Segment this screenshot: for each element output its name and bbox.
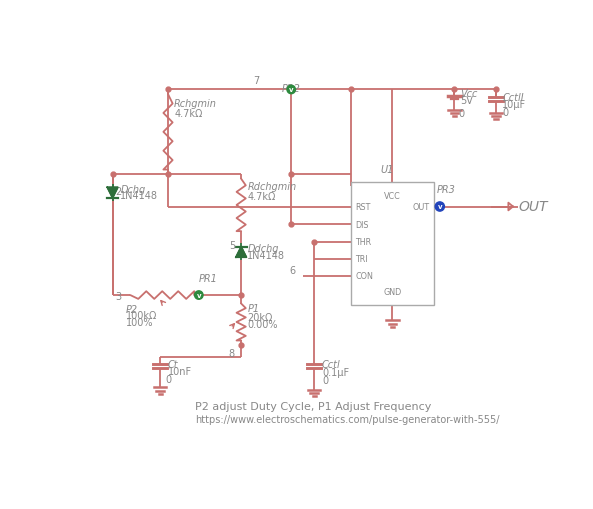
Text: Ct: Ct — [168, 359, 178, 369]
Text: Cctl: Cctl — [322, 359, 341, 369]
Text: 0: 0 — [458, 109, 464, 119]
Text: PR3: PR3 — [436, 185, 455, 195]
Text: Vcc: Vcc — [461, 89, 478, 98]
Text: 100%: 100% — [126, 317, 153, 327]
Text: 100kΩ: 100kΩ — [126, 311, 157, 321]
Text: 4.7kΩ: 4.7kΩ — [247, 191, 276, 202]
Text: P2 adjust Duty Cycle, P1 Adjust Frequency: P2 adjust Duty Cycle, P1 Adjust Frequenc… — [195, 402, 431, 411]
Text: 20kΩ: 20kΩ — [247, 312, 273, 322]
Text: U1: U1 — [381, 165, 394, 175]
Text: 5V: 5V — [461, 96, 473, 106]
Text: Ddchg: Ddchg — [247, 244, 279, 253]
Text: CctlI: CctlI — [502, 93, 524, 103]
Text: GND: GND — [383, 287, 401, 296]
Polygon shape — [107, 188, 118, 199]
Text: P1: P1 — [247, 303, 260, 314]
Text: 0: 0 — [502, 108, 508, 118]
Text: P2: P2 — [126, 305, 138, 315]
Text: 1N4148: 1N4148 — [120, 190, 158, 201]
Text: v: v — [438, 204, 442, 210]
Text: 0: 0 — [322, 376, 328, 385]
Circle shape — [287, 86, 295, 95]
Polygon shape — [236, 247, 247, 258]
Text: 10nF: 10nF — [168, 366, 192, 376]
Text: OUT: OUT — [518, 200, 548, 214]
Text: 0.1µF: 0.1µF — [322, 367, 349, 377]
Text: 2: 2 — [115, 186, 121, 196]
Text: Rchgmin: Rchgmin — [174, 99, 217, 109]
Text: 6: 6 — [289, 266, 295, 275]
Text: 5: 5 — [229, 240, 235, 250]
Text: TRI: TRI — [355, 255, 368, 264]
Text: CON: CON — [355, 272, 373, 281]
Text: 0.00%: 0.00% — [247, 320, 278, 330]
Text: Dchg: Dchg — [120, 184, 145, 194]
Text: 3: 3 — [115, 292, 121, 302]
Text: 10µF: 10µF — [502, 100, 527, 110]
Text: Rdchgmin: Rdchgmin — [247, 182, 296, 192]
Text: OUT: OUT — [413, 203, 430, 212]
Text: 0: 0 — [165, 375, 171, 385]
Text: 1N4148: 1N4148 — [247, 250, 285, 261]
Text: RST: RST — [355, 203, 371, 212]
Text: 8: 8 — [229, 349, 235, 358]
Text: PR1: PR1 — [199, 273, 218, 283]
Text: v: v — [289, 87, 294, 93]
Bar — [351, 183, 433, 305]
Text: https://www.electroschematics.com/pulse-generator-with-555/: https://www.electroschematics.com/pulse-… — [195, 415, 499, 425]
Text: 4.7kΩ: 4.7kΩ — [174, 108, 203, 118]
Circle shape — [435, 203, 444, 212]
Text: VCC: VCC — [384, 192, 401, 201]
Text: THR: THR — [355, 238, 371, 247]
Text: v: v — [196, 293, 201, 298]
Text: 7: 7 — [253, 76, 260, 86]
Circle shape — [195, 291, 203, 300]
Text: PR2: PR2 — [282, 83, 301, 93]
Text: DIS: DIS — [355, 220, 369, 229]
